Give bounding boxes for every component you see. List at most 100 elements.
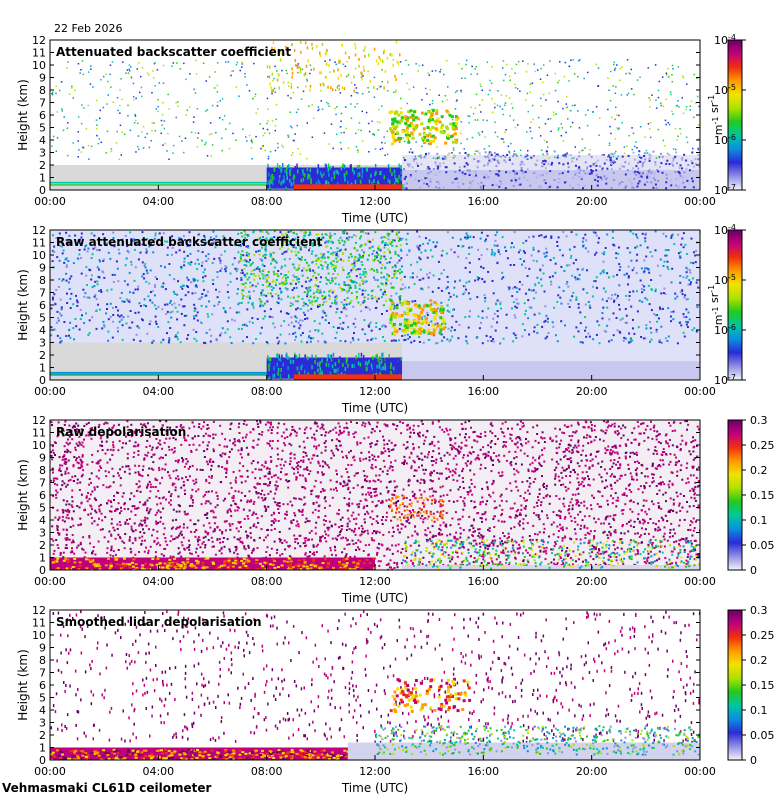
signal-speck — [438, 162, 441, 165]
signal-speck — [371, 532, 374, 535]
signal-speck — [151, 129, 153, 132]
signal-speck — [368, 151, 370, 153]
signal-speck — [377, 365, 379, 370]
signal-speck — [674, 297, 677, 300]
signal-speck — [429, 170, 432, 173]
signal-speck — [582, 288, 585, 291]
signal-speck — [541, 431, 544, 434]
signal-speck — [525, 99, 527, 101]
signal-speck — [500, 138, 503, 140]
signal-speck — [190, 449, 193, 452]
signal-speck — [296, 307, 299, 310]
signal-speck — [684, 243, 687, 246]
signal-speck — [471, 65, 473, 68]
signal-speck — [166, 150, 168, 152]
signal-speck — [582, 244, 585, 247]
signal-speck — [315, 258, 318, 261]
signal-speck — [107, 94, 109, 96]
signal-speck — [543, 290, 546, 293]
signal-speck — [420, 287, 423, 290]
signal-speck — [545, 235, 547, 238]
signal-speck — [60, 306, 63, 309]
signal-speck — [313, 320, 316, 323]
signal-speck — [297, 148, 299, 150]
signal-speck — [622, 509, 625, 511]
signal-speck — [288, 374, 290, 379]
signal-speck — [409, 121, 413, 125]
signal-speck — [331, 242, 334, 245]
signal-speck — [390, 370, 392, 375]
signal-speck — [67, 61, 69, 63]
signal-speck — [612, 243, 615, 246]
signal-speck — [331, 364, 334, 369]
signal-speck — [387, 164, 390, 169]
signal-speck — [464, 266, 467, 269]
signal-speck — [279, 231, 282, 234]
signal-speck — [420, 156, 423, 159]
signal-speck — [649, 327, 652, 330]
signal-speck — [307, 290, 310, 293]
signal-speck — [560, 123, 562, 125]
signal-speck — [196, 108, 199, 110]
signal-speck — [524, 313, 527, 316]
signal-speck — [263, 310, 266, 313]
signal-speck — [372, 249, 375, 252]
signal-speck — [641, 164, 644, 167]
signal-speck — [289, 304, 292, 307]
signal-speck — [275, 118, 277, 121]
signal-speck — [491, 184, 494, 187]
signal-speck — [679, 175, 682, 177]
signal-speck — [64, 460, 67, 463]
signal-speck — [637, 176, 640, 179]
signal-speck — [290, 182, 293, 187]
signal-speck — [329, 232, 332, 235]
signal-speck — [350, 299, 353, 302]
signal-speck — [317, 164, 320, 169]
signal-speck — [346, 297, 349, 299]
signal-speck — [524, 266, 527, 269]
signal-speck — [122, 61, 124, 63]
signal-speck — [201, 251, 204, 254]
signal-speck — [83, 322, 86, 324]
signal-speck — [52, 234, 54, 237]
signal-speck — [443, 158, 446, 160]
signal-speck — [380, 181, 383, 185]
signal-speck — [226, 284, 229, 286]
signal-speck — [418, 155, 420, 158]
signal-speck — [80, 256, 82, 259]
signal-speck — [374, 307, 377, 309]
signal-speck — [407, 140, 411, 144]
signal-speck — [496, 315, 499, 318]
signal-speck — [304, 41, 307, 45]
signal-speck — [668, 123, 671, 126]
signal-speck — [324, 530, 327, 533]
signal-speck — [535, 291, 537, 294]
signal-speck — [395, 120, 399, 124]
signal-speck — [598, 165, 601, 168]
signal-speck — [137, 311, 140, 314]
signal-speck — [648, 168, 651, 171]
signal-speck — [301, 285, 304, 288]
signal-speck — [143, 298, 146, 301]
signal-speck — [266, 300, 269, 303]
signal-speck — [630, 305, 633, 308]
signal-speck — [428, 132, 432, 136]
signal-speck — [269, 65, 271, 69]
x-tick-label: 08:00 — [251, 385, 283, 398]
signal-speck — [518, 288, 521, 291]
signal-speck — [122, 316, 125, 319]
signal-speck — [201, 140, 203, 142]
signal-speck — [466, 138, 468, 140]
signal-speck — [480, 231, 483, 234]
signal-speck — [197, 132, 200, 134]
signal-speck — [328, 295, 331, 298]
signal-speck — [63, 482, 66, 485]
signal-speck — [442, 319, 446, 323]
signal-speck — [238, 244, 240, 247]
colorbar-unit: m-1 sr-1 — [707, 95, 725, 135]
signal-speck — [438, 331, 442, 335]
signal-speck — [643, 161, 646, 164]
signal-speck — [152, 77, 155, 79]
signal-speck — [408, 164, 411, 167]
